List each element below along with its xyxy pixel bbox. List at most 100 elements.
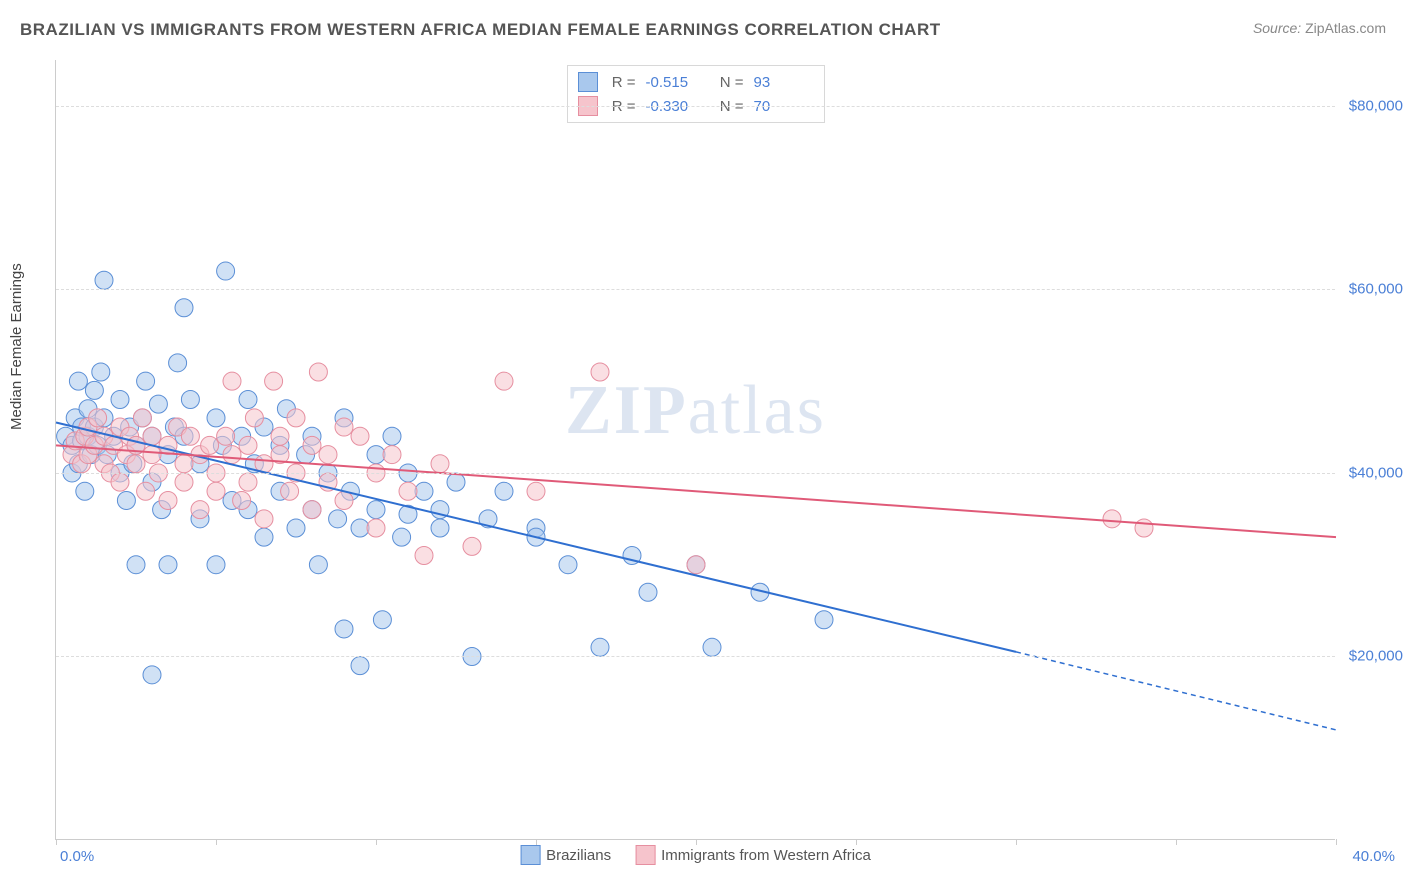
scatter-point bbox=[191, 501, 209, 519]
scatter-point bbox=[85, 381, 103, 399]
scatter-point bbox=[69, 372, 87, 390]
scatter-point bbox=[255, 528, 273, 546]
source-value: ZipAtlas.com bbox=[1305, 20, 1386, 36]
scatter-point bbox=[207, 409, 225, 427]
scatter-point bbox=[303, 501, 321, 519]
legend-swatch bbox=[578, 72, 598, 92]
x-tick-label-max: 40.0% bbox=[1352, 848, 1395, 865]
scatter-point bbox=[143, 446, 161, 464]
scatter-point bbox=[207, 556, 225, 574]
scatter-point bbox=[265, 372, 283, 390]
gridline-h bbox=[56, 289, 1335, 290]
x-tick bbox=[216, 839, 217, 845]
scatter-point bbox=[367, 519, 385, 537]
scatter-point bbox=[335, 418, 353, 436]
scatter-point bbox=[245, 409, 263, 427]
scatter-point bbox=[463, 537, 481, 555]
x-tick-label-min: 0.0% bbox=[60, 848, 94, 865]
scatter-point bbox=[127, 455, 145, 473]
x-tick bbox=[1176, 839, 1177, 845]
scatter-point bbox=[329, 510, 347, 528]
gridline-h bbox=[56, 656, 1335, 657]
scatter-point bbox=[351, 427, 369, 445]
scatter-point bbox=[137, 482, 155, 500]
scatter-point bbox=[383, 427, 401, 445]
scatter-point bbox=[303, 436, 321, 454]
scatter-point bbox=[223, 446, 241, 464]
scatter-point bbox=[703, 638, 721, 656]
scatter-point bbox=[255, 510, 273, 528]
scatter-point bbox=[159, 556, 177, 574]
chart-plot-area: ZIPatlas R =-0.515N =93R =-0.330N =70 Br… bbox=[55, 60, 1335, 840]
scatter-point bbox=[309, 556, 327, 574]
legend-swatch bbox=[635, 845, 655, 865]
stat-r-value: -0.515 bbox=[646, 74, 706, 91]
x-tick bbox=[856, 839, 857, 845]
scatter-point bbox=[201, 436, 219, 454]
scatter-point bbox=[111, 473, 129, 491]
scatter-point bbox=[319, 446, 337, 464]
scatter-point bbox=[367, 446, 385, 464]
series-name: Immigrants from Western Africa bbox=[661, 847, 871, 864]
legend-swatch bbox=[520, 845, 540, 865]
stat-n-label: N = bbox=[716, 74, 744, 91]
scatter-point bbox=[431, 455, 449, 473]
scatter-point bbox=[431, 519, 449, 537]
scatter-point bbox=[271, 427, 289, 445]
series-legend-item: Immigrants from Western Africa bbox=[635, 845, 871, 865]
scatter-point bbox=[181, 391, 199, 409]
scatter-point bbox=[527, 482, 545, 500]
scatter-point bbox=[687, 556, 705, 574]
series-name: Brazilians bbox=[546, 847, 611, 864]
scatter-point bbox=[415, 482, 433, 500]
stat-n-value: 93 bbox=[754, 74, 814, 91]
x-tick bbox=[1336, 839, 1337, 845]
scatter-point bbox=[335, 620, 353, 638]
scatter-point bbox=[383, 446, 401, 464]
scatter-point bbox=[559, 556, 577, 574]
x-tick bbox=[376, 839, 377, 845]
scatter-point bbox=[143, 666, 161, 684]
scatter-point bbox=[591, 363, 609, 381]
stat-r-label: R = bbox=[608, 74, 636, 91]
scatter-point bbox=[415, 547, 433, 565]
scatter-point bbox=[351, 519, 369, 537]
scatter-point bbox=[217, 262, 235, 280]
scatter-point bbox=[76, 482, 94, 500]
series-legend: Brazilians Immigrants from Western Africa bbox=[520, 845, 871, 865]
x-tick bbox=[536, 839, 537, 845]
scatter-point bbox=[89, 409, 107, 427]
scatter-point bbox=[159, 491, 177, 509]
chart-title: BRAZILIAN VS IMMIGRANTS FROM WESTERN AFR… bbox=[20, 20, 941, 40]
scatter-point bbox=[495, 372, 513, 390]
stats-row: R = -0.515 N = 93 bbox=[578, 70, 814, 94]
scatter-point bbox=[207, 482, 225, 500]
scatter-point bbox=[95, 271, 113, 289]
scatter-point bbox=[367, 501, 385, 519]
scatter-point bbox=[393, 528, 411, 546]
stats-legend: R =-0.515N =93R =-0.330N =70 bbox=[567, 65, 825, 123]
plot-svg bbox=[56, 60, 1335, 839]
scatter-point bbox=[287, 519, 305, 537]
scatter-point bbox=[1135, 519, 1153, 537]
scatter-point bbox=[399, 482, 417, 500]
scatter-point bbox=[239, 436, 257, 454]
scatter-point bbox=[169, 354, 187, 372]
x-tick bbox=[1016, 839, 1017, 845]
y-tick-label: $40,000 bbox=[1349, 464, 1403, 481]
y-tick-label: $80,000 bbox=[1349, 97, 1403, 114]
scatter-point bbox=[1103, 510, 1121, 528]
y-tick-label: $60,000 bbox=[1349, 281, 1403, 298]
scatter-point bbox=[223, 372, 241, 390]
scatter-point bbox=[351, 657, 369, 675]
scatter-point bbox=[309, 363, 327, 381]
scatter-point bbox=[181, 427, 199, 445]
series-legend-item: Brazilians bbox=[520, 845, 611, 865]
regression-line bbox=[56, 422, 1016, 651]
source-label: Source: bbox=[1253, 20, 1301, 36]
y-tick-label: $20,000 bbox=[1349, 648, 1403, 665]
scatter-point bbox=[137, 372, 155, 390]
scatter-point bbox=[149, 395, 167, 413]
x-tick bbox=[56, 839, 57, 845]
scatter-point bbox=[233, 491, 251, 509]
